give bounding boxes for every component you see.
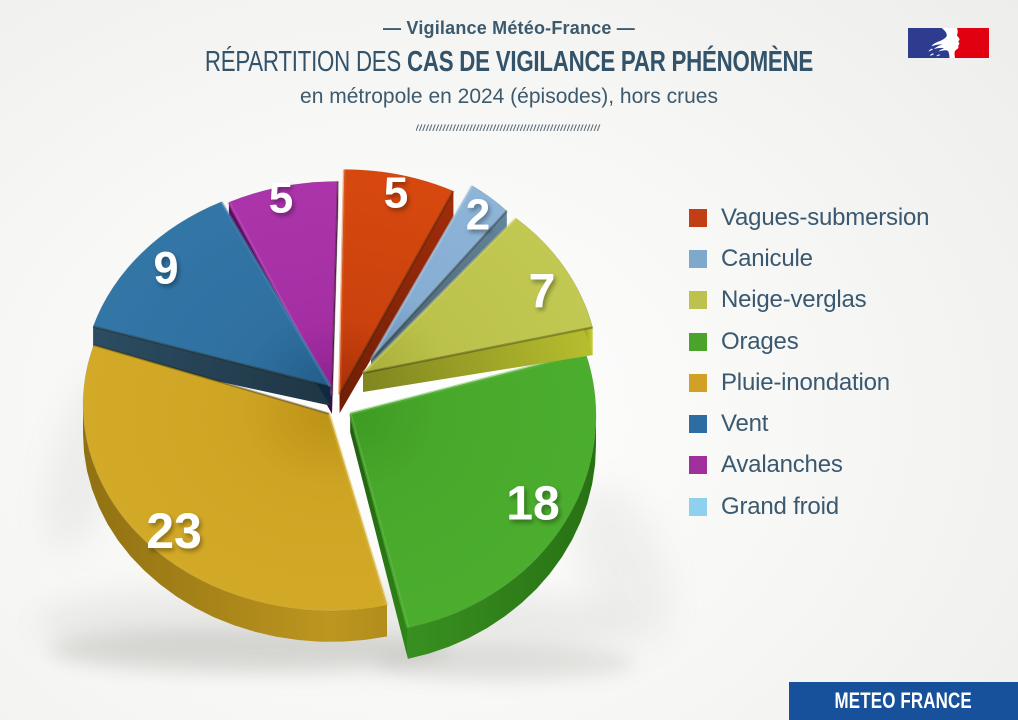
svg-text:9: 9 bbox=[153, 243, 178, 294]
svg-text:23: 23 bbox=[146, 503, 202, 559]
svg-text:2: 2 bbox=[466, 191, 490, 240]
svg-text:5: 5 bbox=[269, 174, 293, 223]
svg-text:7: 7 bbox=[529, 266, 556, 319]
svg-text:18: 18 bbox=[506, 478, 559, 531]
svg-text:5: 5 bbox=[384, 169, 408, 218]
